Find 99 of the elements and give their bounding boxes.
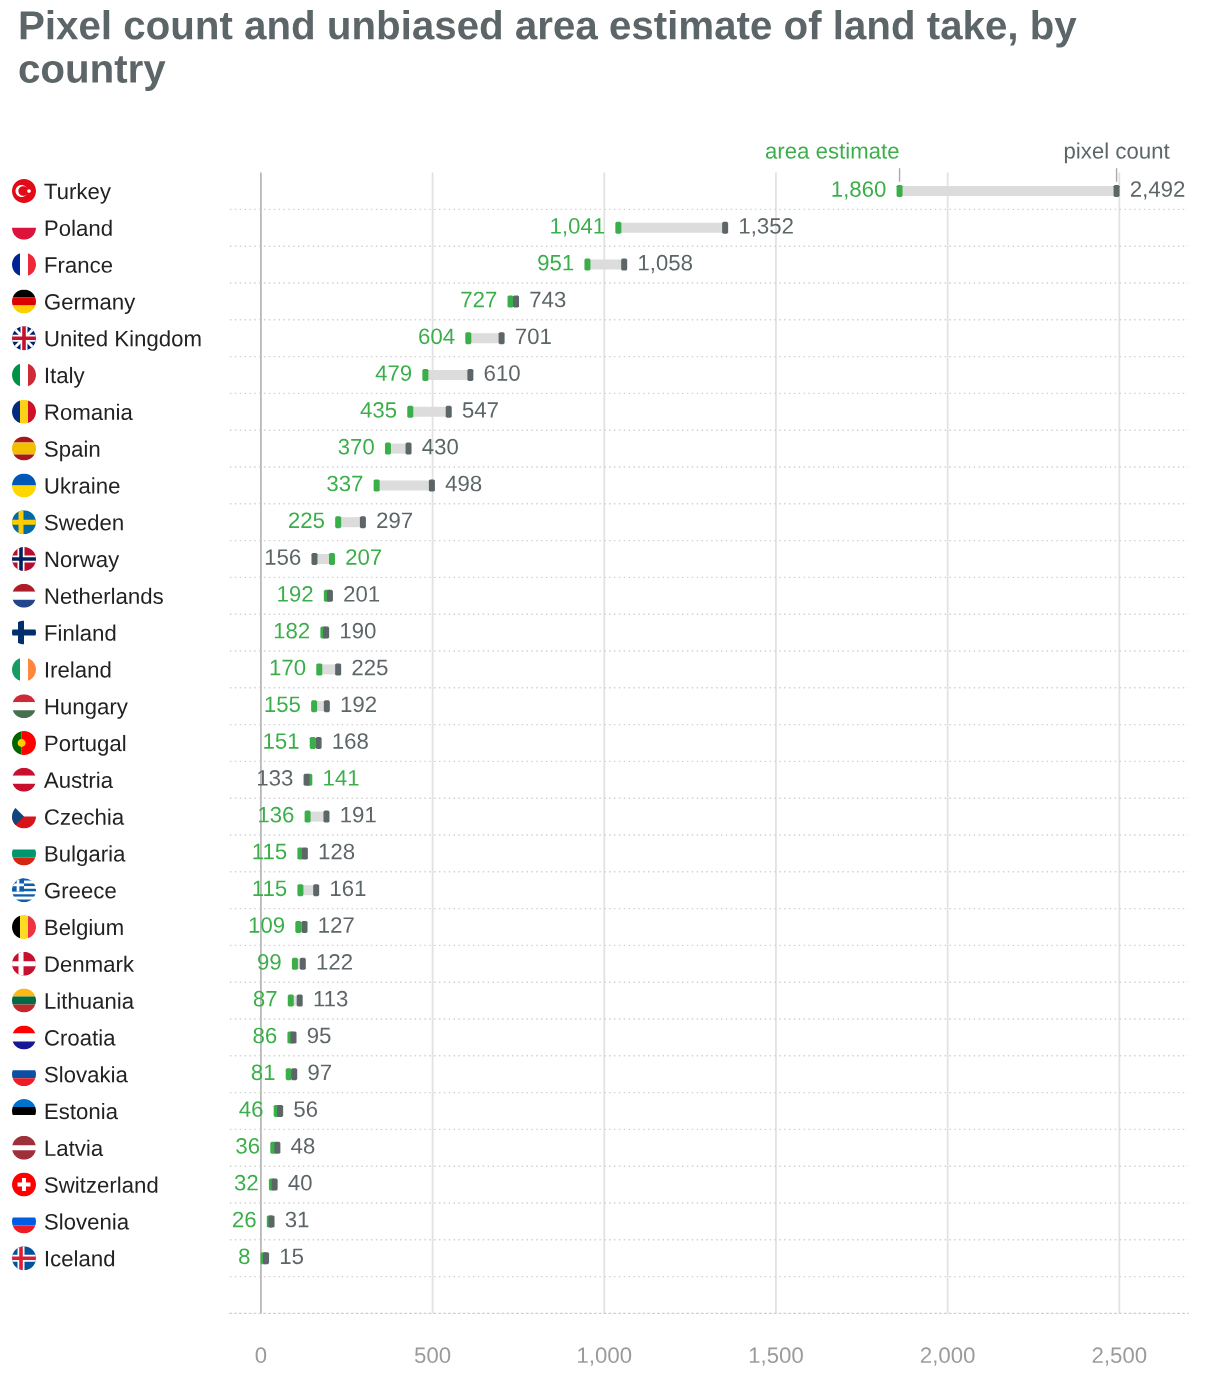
y-tick-label: Norway <box>45 551 120 572</box>
y-tick-label: Latvia <box>45 1139 104 1157</box>
x-tick-label: 500 <box>414 1347 451 1364</box>
data-label: 192 <box>278 586 313 602</box>
data-label: 95 <box>307 1027 331 1044</box>
y-tick-label: Switzerland <box>44 1176 158 1193</box>
y-tick-label: Italy <box>45 366 85 388</box>
data-label: 99 <box>258 954 281 970</box>
y-tick-label: Ukraine <box>45 477 120 494</box>
data-label: 36 <box>236 1138 260 1154</box>
data-label: 161 <box>331 880 366 897</box>
data-label: 1,041 <box>551 218 605 237</box>
data-label: 46 <box>239 1101 263 1117</box>
data-label: 190 <box>341 622 376 639</box>
data-label: 15 <box>280 1248 304 1265</box>
data-label: 435 <box>360 402 397 418</box>
y-tick-label: Turkey <box>44 182 111 204</box>
data-label: 498 <box>445 475 482 492</box>
y-tick-label: Sweden <box>44 514 123 531</box>
y-tick-label: Romania <box>45 403 133 421</box>
data-label: 370 <box>338 438 374 455</box>
data-label: 337 <box>327 475 363 492</box>
data-label: 128 <box>319 843 355 860</box>
data-label: 1,058 <box>639 254 693 274</box>
x-tick-label: 2,500 <box>1092 1347 1147 1366</box>
data-label: 182 <box>274 622 310 639</box>
data-label: 81 <box>251 1064 275 1081</box>
data-label: 122 <box>317 954 352 970</box>
data-label: 727 <box>461 291 497 308</box>
data-label: 201 <box>344 586 380 602</box>
data-label: 136 <box>259 806 294 823</box>
data-label: 151 <box>264 733 299 749</box>
series-label: pixel count <box>1064 142 1170 164</box>
data-label: 170 <box>270 659 306 676</box>
data-label: 48 <box>291 1138 315 1154</box>
data-label: 743 <box>530 291 566 308</box>
data-label: 113 <box>314 990 348 1007</box>
data-label: 297 <box>377 512 413 529</box>
y-tick-label: Spain <box>44 440 100 462</box>
y-tick-label: Portugal <box>45 734 126 756</box>
data-label: 8 <box>239 1248 250 1265</box>
data-label: 604 <box>419 328 455 345</box>
y-tick-label: Croatia <box>45 1029 116 1046</box>
y-tick-label: Denmark <box>45 955 135 973</box>
data-label: 2,492 <box>1130 181 1185 200</box>
y-tick-label: Ireland <box>45 661 111 678</box>
data-label: 951 <box>538 254 574 271</box>
data-label: 32 <box>234 1174 258 1191</box>
data-label: 87 <box>253 990 277 1007</box>
data-label: 156 <box>265 549 301 565</box>
data-label: 547 <box>462 402 498 418</box>
series-label: area estimate <box>765 142 899 159</box>
data-label: 1,352 <box>740 218 793 237</box>
data-label: 31 <box>285 1211 309 1228</box>
data-label: 115 <box>253 843 287 860</box>
data-label: 192 <box>341 696 376 713</box>
data-label: 86 <box>253 1027 277 1044</box>
y-tick-label: Bulgaria <box>45 845 126 867</box>
data-label: 141 <box>324 770 359 786</box>
chart-title: Pixel count and unbiased area estimate of land take, by country <box>19 10 1077 91</box>
data-label: 115 <box>253 880 287 897</box>
y-tick-label: Belgium <box>45 918 123 940</box>
x-tick-label: 0 <box>255 1347 267 1364</box>
data-label: 610 <box>484 365 520 381</box>
data-label: 225 <box>289 512 325 529</box>
y-tick-label: Estonia <box>45 1102 119 1120</box>
data-label: 430 <box>422 438 458 455</box>
y-tick-label: Greece <box>45 882 116 899</box>
y-tick-label: Lithuania <box>45 992 135 1009</box>
x-tick-label: 1,500 <box>749 1347 803 1366</box>
y-tick-label: Czechia <box>45 808 125 825</box>
y-tick-label: Hungary <box>45 698 128 719</box>
data-label: 26 <box>233 1211 256 1228</box>
y-tick-label: Slovenia <box>44 1213 130 1230</box>
data-label: 225 <box>352 659 388 676</box>
data-label: 127 <box>319 917 354 933</box>
y-tick-label: Finland <box>45 624 116 641</box>
data-label: 207 <box>346 549 382 565</box>
data-label: 1,860 <box>832 181 886 200</box>
data-label: 168 <box>333 733 368 749</box>
y-tick-label: Netherlands <box>45 587 163 605</box>
y-tick-label: Iceland <box>45 1250 115 1267</box>
data-label: 155 <box>265 696 300 713</box>
y-tick-label: Germany <box>45 293 136 315</box>
data-label: 40 <box>288 1174 312 1191</box>
data-label: 109 <box>249 917 285 933</box>
data-label: 191 <box>341 806 376 823</box>
y-tick-label: Slovakia <box>44 1066 128 1083</box>
data-label: 479 <box>375 365 412 381</box>
data-label: 97 <box>308 1064 332 1081</box>
y-tick-label: Austria <box>43 771 114 789</box>
data-label: 56 <box>294 1101 318 1117</box>
data-label: 133 <box>258 770 293 786</box>
y-tick-label: Poland <box>45 219 112 237</box>
y-tick-label: France <box>45 257 113 273</box>
x-tick-label: 2,000 <box>920 1347 975 1366</box>
data-label: 701 <box>515 328 551 345</box>
y-tick-label: United Kingdom <box>45 330 201 351</box>
x-tick-label: 1,000 <box>578 1347 632 1366</box>
